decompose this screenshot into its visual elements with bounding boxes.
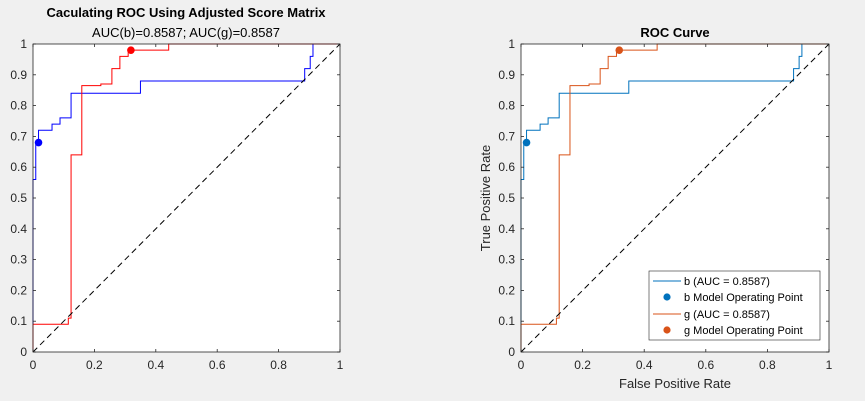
left-x-tick-label: 1 <box>337 358 344 372</box>
legend-box <box>648 270 821 341</box>
left-x-tick-label: 0.4 <box>147 358 164 372</box>
right-axes-box <box>520 43 830 353</box>
legend-label-g-point: g Model Operating Point <box>684 325 803 337</box>
right-series-layer <box>520 43 830 353</box>
right-x-tick-label: 0 <box>518 358 525 372</box>
right-x-tick-label: 1 <box>826 358 833 372</box>
left-y-tick-label: 0.2 <box>10 283 27 297</box>
left-chance-diagonal <box>32 43 341 353</box>
left-y-tick-label: 0.5 <box>10 191 27 205</box>
right-y-axis-label: True Positive Rate <box>478 145 493 251</box>
right-operating-point-1 <box>615 46 624 54</box>
right-y-tick-label: 0.2 <box>498 283 515 297</box>
right-operating-point-0 <box>522 138 531 147</box>
right-y-tick-label: 0.3 <box>498 253 515 267</box>
legend-item-g-point: g Model Operating Point <box>663 325 803 337</box>
left-y-tick-label: 0.4 <box>10 222 27 236</box>
left-operating-point-1 <box>127 46 135 54</box>
legend-item-b-point: b Model Operating Point <box>663 292 803 304</box>
left-y-tick-label: 0.3 <box>10 253 27 267</box>
left-y-tick-label: 0.1 <box>10 314 27 328</box>
legend: b (AUC = 0.8587) b Model Operating Point… <box>648 270 821 341</box>
right-y-tick-label: 0.8 <box>498 99 515 113</box>
right-y-tick-label: 0 <box>508 345 515 359</box>
right-tick-layer: 0 0.2 0.4 0.6 0.8 1 0 0.1 0.2 0.3 0.4 0.5 0.6 0.7 0.8 0… <box>498 37 832 372</box>
right-chart-title: ROC Curve <box>640 25 709 40</box>
right-x-tick-label: 0.2 <box>574 358 591 372</box>
left-x-tick-label: 0 <box>30 358 37 372</box>
right-y-tick-label: 1 <box>508 37 515 51</box>
left-x-tick-label: 0.2 <box>86 358 103 372</box>
left-y-tick-label: 0.8 <box>10 99 27 113</box>
left-y-tick-label: 0.9 <box>10 68 27 82</box>
left-y-tick-label: 0.6 <box>10 160 27 174</box>
right-x-tick-label: 0.8 <box>759 358 776 372</box>
legend-item-g-curve: g (AUC = 0.8587) <box>653 309 770 321</box>
left-y-tick-label: 0 <box>20 345 27 359</box>
right-y-tick-label: 0.5 <box>498 191 515 205</box>
legend-label-b-point: b Model Operating Point <box>684 292 803 304</box>
right-x-tick-label: 0.6 <box>697 358 714 372</box>
left-chart-title: Caculating ROC Using Adjusted Score Matr… <box>46 5 326 20</box>
right-x-tick-label: 0.4 <box>636 358 653 372</box>
left-operating-point-0 <box>34 138 43 147</box>
right-chance-diagonal <box>520 43 830 353</box>
left-axes-box <box>32 43 341 353</box>
legend-item-b-curve: b (AUC = 0.8587) <box>653 276 770 288</box>
left-y-tick-label: 1 <box>20 37 27 51</box>
left-chart-subtitle: AUC(b)=0.8587; AUC(g)=0.8587 <box>92 25 280 40</box>
right-x-axis-label: False Positive Rate <box>619 376 731 391</box>
left-x-tick-label: 0.6 <box>209 358 226 372</box>
right-y-tick-label: 0.9 <box>498 68 515 82</box>
right-y-tick-label: 0.6 <box>498 160 515 174</box>
left-series-layer <box>32 43 341 353</box>
left-x-tick-label: 0.8 <box>270 358 287 372</box>
right-y-tick-label: 0.4 <box>498 222 515 236</box>
legend-label-b-curve: b (AUC = 0.8587) <box>684 276 770 288</box>
legend-swatch-b-marker <box>663 293 671 301</box>
left-tick-layer: 0 0.2 0.4 0.6 0.8 1 0 0.1 0.2 0.3 0.4 0.5 0.6 0.7 0.8 0… <box>10 37 343 372</box>
right-y-tick-label: 0.7 <box>498 129 515 143</box>
legend-label-g-curve: g (AUC = 0.8587) <box>684 309 770 321</box>
right-roc-axes: ROC Curve False Positive Rate True Posit… <box>478 25 833 391</box>
left-roc-axes: Caculating ROC Using Adjusted Score Matr… <box>10 5 343 372</box>
right-y-tick-label: 0.1 <box>498 314 515 328</box>
legend-swatch-g-marker <box>663 326 671 334</box>
left-y-tick-label: 0.7 <box>10 129 27 143</box>
